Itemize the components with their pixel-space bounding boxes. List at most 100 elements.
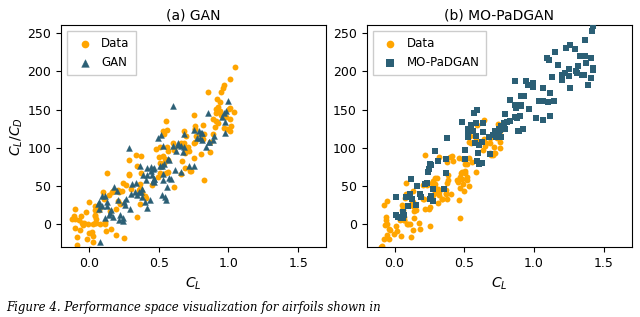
MO-PaDGAN xyxy=(588,66,598,71)
Data xyxy=(220,126,230,131)
MO-PaDGAN xyxy=(439,187,449,192)
Data xyxy=(488,153,498,158)
MO-PaDGAN xyxy=(474,142,484,147)
Data xyxy=(157,163,168,168)
Data xyxy=(492,135,502,140)
Data xyxy=(84,230,94,236)
GAN xyxy=(155,163,165,168)
MO-PaDGAN xyxy=(440,156,451,161)
MO-PaDGAN xyxy=(463,127,473,132)
Data xyxy=(230,64,240,69)
MO-PaDGAN xyxy=(579,73,589,78)
Data xyxy=(408,199,418,204)
MO-PaDGAN xyxy=(391,195,401,200)
Data xyxy=(70,255,81,260)
Data xyxy=(222,127,232,132)
Data xyxy=(223,107,234,112)
GAN xyxy=(106,207,116,212)
Data xyxy=(390,223,401,229)
Data xyxy=(137,189,147,194)
Data xyxy=(69,213,79,218)
GAN xyxy=(204,140,214,145)
MO-PaDGAN xyxy=(583,83,593,88)
Data xyxy=(91,217,101,222)
MO-PaDGAN xyxy=(460,148,470,153)
Title: (b) MO-PaDGAN: (b) MO-PaDGAN xyxy=(444,9,554,23)
Data xyxy=(99,197,109,202)
MO-PaDGAN xyxy=(510,102,520,107)
Data xyxy=(411,207,421,212)
Data xyxy=(125,186,136,191)
Data xyxy=(67,216,77,221)
Data xyxy=(456,171,466,176)
MO-PaDGAN xyxy=(460,156,470,161)
Data xyxy=(437,196,447,201)
GAN xyxy=(97,194,107,199)
MO-PaDGAN xyxy=(490,128,500,133)
Data xyxy=(408,228,418,233)
Data xyxy=(420,206,430,211)
Data xyxy=(454,185,465,190)
Data xyxy=(191,134,201,139)
Data xyxy=(163,169,173,174)
MO-PaDGAN xyxy=(548,99,559,104)
Y-axis label: $C_L/C_D$: $C_L/C_D$ xyxy=(8,117,25,156)
X-axis label: $C_L$: $C_L$ xyxy=(186,275,202,292)
GAN xyxy=(125,207,136,212)
MO-PaDGAN xyxy=(564,73,574,78)
Data xyxy=(447,153,457,158)
GAN xyxy=(137,194,147,199)
Legend: Data, GAN: Data, GAN xyxy=(67,31,136,75)
Data xyxy=(406,235,416,240)
Data xyxy=(495,128,506,133)
MO-PaDGAN xyxy=(515,113,525,118)
GAN xyxy=(126,192,136,197)
Data xyxy=(214,99,225,104)
Data xyxy=(180,166,190,171)
MO-PaDGAN xyxy=(516,103,526,108)
Data xyxy=(419,196,429,201)
GAN xyxy=(170,167,180,172)
Data xyxy=(445,154,455,159)
Data xyxy=(189,140,200,145)
Data xyxy=(484,135,495,140)
Data xyxy=(115,202,125,207)
MO-PaDGAN xyxy=(493,132,503,137)
MO-PaDGAN xyxy=(500,126,510,131)
Data xyxy=(479,136,489,141)
MO-PaDGAN xyxy=(554,63,564,68)
MO-PaDGAN xyxy=(541,55,552,60)
MO-PaDGAN xyxy=(426,162,436,167)
Data xyxy=(441,191,451,197)
Data xyxy=(118,181,129,186)
Data xyxy=(388,231,399,236)
Data xyxy=(443,178,453,183)
MO-PaDGAN xyxy=(488,132,499,137)
Data xyxy=(381,218,391,223)
GAN xyxy=(162,185,172,190)
Data xyxy=(168,184,179,189)
GAN xyxy=(157,143,168,148)
Data xyxy=(221,114,232,120)
MO-PaDGAN xyxy=(493,127,504,132)
Data xyxy=(184,149,194,154)
Data xyxy=(87,230,97,235)
Data xyxy=(111,233,121,238)
GAN xyxy=(113,198,124,203)
GAN xyxy=(140,199,150,204)
Data xyxy=(495,145,505,150)
MO-PaDGAN xyxy=(485,152,495,157)
Data xyxy=(100,221,111,226)
Data xyxy=(79,221,89,226)
GAN xyxy=(142,205,152,210)
MO-PaDGAN xyxy=(477,140,488,145)
MO-PaDGAN xyxy=(465,123,476,128)
Data xyxy=(198,122,208,127)
GAN xyxy=(184,163,194,168)
Data xyxy=(458,156,468,161)
Data xyxy=(403,222,413,227)
Data xyxy=(440,191,451,196)
GAN xyxy=(153,136,163,141)
Data xyxy=(169,146,179,151)
Data xyxy=(382,221,392,226)
